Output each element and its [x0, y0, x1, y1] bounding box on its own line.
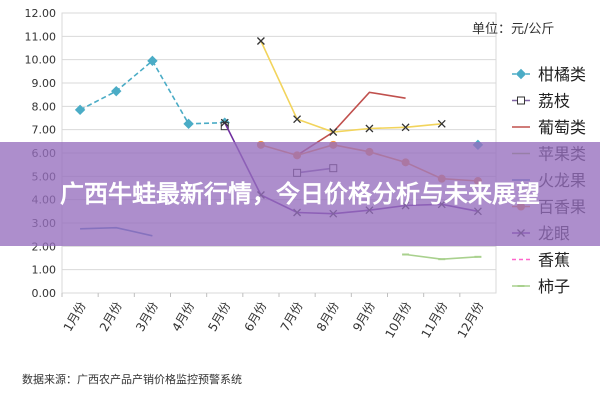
data-point	[329, 128, 338, 136]
x-tick-label: 6月份	[242, 300, 270, 334]
x-tick-label: 3月份	[133, 300, 161, 334]
data-point	[293, 115, 302, 124]
unit-label: 单位：元/公斤	[472, 22, 555, 37]
y-tick-label: 7.00	[32, 124, 57, 137]
title-banner: 广西牛蛙最新行情，今日价格分析与未来展望	[0, 142, 600, 246]
x-tick-label: 9月份	[350, 300, 378, 334]
data-point	[515, 68, 527, 80]
x-tick-label: 8月份	[314, 300, 342, 334]
series-10	[256, 37, 446, 136]
x-tick-label: 2月份	[97, 300, 125, 334]
data-point	[183, 118, 194, 130]
source-note: 数据来源：广西农产品产销价格监控预警系统	[22, 373, 242, 386]
legend-label: 荔枝	[538, 92, 570, 111]
legend-label: 柑橘类	[538, 65, 586, 84]
series-line	[79, 59, 225, 125]
legend-item: 葡萄类	[512, 118, 586, 137]
y-tick-label: 0.00	[32, 287, 57, 300]
x-tick-label: 4月份	[169, 300, 197, 334]
legend-item: 香蕉	[512, 251, 570, 270]
legend-label: 葡萄类	[538, 118, 586, 137]
x-tick-label: 12月份	[455, 299, 487, 340]
x-tick-label: 7月份	[278, 300, 306, 334]
data-point	[220, 118, 229, 127]
data-point	[517, 96, 525, 105]
legend-label: 柿子	[538, 277, 570, 296]
x-tick-label: 11月份	[419, 300, 451, 341]
series-1	[74, 55, 484, 151]
y-tick-label: 8.00	[32, 100, 57, 113]
legend-item: 柑橘类	[512, 65, 586, 84]
legend-item: 柿子	[512, 277, 570, 296]
legend-label: 香蕉	[538, 251, 570, 270]
data-point	[437, 119, 446, 128]
data-point	[74, 104, 86, 116]
banner-title: 广西牛蛙最新行情，今日价格分析与未来展望	[60, 180, 540, 208]
y-tick-label: 10.00	[25, 54, 57, 67]
y-tick-label: 11.00	[25, 30, 57, 43]
x-tick-label: 10月份	[382, 300, 414, 341]
series-line	[260, 40, 442, 133]
y-tick-label: 9.00	[32, 77, 57, 90]
data-point	[147, 55, 158, 67]
data-point	[256, 37, 265, 45]
x-tick-label: 5月份	[205, 300, 233, 334]
data-point	[401, 123, 410, 132]
y-tick-label: 1.00	[32, 264, 57, 277]
data-point	[365, 124, 374, 133]
legend-item: 荔枝	[512, 92, 570, 111]
y-tick-label: 12.00	[25, 7, 57, 20]
x-tick-label: 1月份	[61, 300, 89, 334]
data-point	[111, 85, 122, 97]
series-9	[402, 253, 482, 261]
